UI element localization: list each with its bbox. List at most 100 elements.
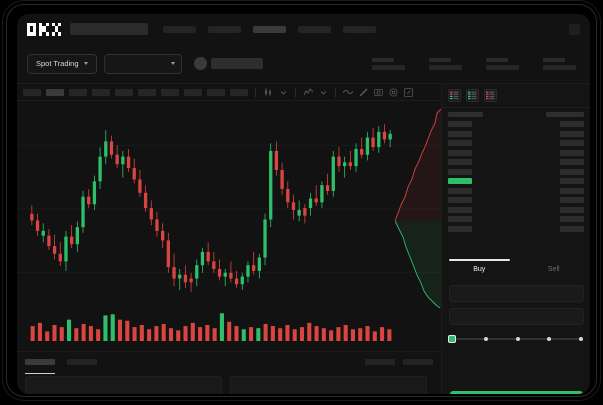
search-input[interactable]	[70, 23, 148, 35]
market-stat-2	[486, 57, 519, 70]
trade-form: Buy Sell	[442, 259, 590, 343]
top-header	[17, 14, 590, 44]
orders-action-1[interactable]	[403, 359, 433, 365]
market-stats	[372, 57, 580, 70]
slider-stop-50[interactable]	[515, 337, 520, 341]
fullscreen-icon[interactable]	[403, 87, 413, 97]
order-book-amount	[560, 168, 584, 175]
chart-toolbar	[17, 84, 441, 101]
nav-item-1[interactable]	[208, 25, 241, 33]
tab-buy[interactable]: Buy	[473, 266, 486, 273]
market-subheader: Spot Trading	[17, 44, 590, 84]
order-book-amount	[560, 159, 584, 165]
order-book-price	[448, 178, 472, 184]
order-book-amount	[560, 130, 584, 137]
pair-select-dropdown[interactable]	[103, 53, 182, 74]
order-book-row[interactable]	[448, 206, 584, 213]
timeframe-button-8[interactable]	[207, 88, 225, 96]
column-header-amount	[546, 112, 584, 117]
order-book-row[interactable]	[448, 168, 584, 175]
chevron-down-icon	[83, 62, 88, 65]
notification-icon[interactable]	[569, 23, 580, 35]
trade-side-tabs: Buy Sell	[442, 259, 590, 279]
amount-percentage-slider[interactable]	[442, 325, 590, 343]
line-tool-icon[interactable]	[343, 88, 353, 97]
nav-item-0[interactable]	[163, 25, 196, 33]
column-header-price	[448, 112, 483, 117]
submit-buy-button[interactable]	[450, 391, 583, 394]
timeframe-button-6[interactable]	[161, 88, 179, 96]
stat-value	[486, 64, 519, 70]
orderbook-mode-buy[interactable]	[466, 89, 479, 102]
toolbar-divider	[295, 87, 296, 97]
orders-panel	[17, 351, 441, 394]
slider-stops	[448, 335, 583, 343]
price-chart[interactable]	[17, 101, 441, 351]
order-book-amount	[560, 197, 584, 203]
order-book-row[interactable]	[448, 130, 584, 137]
order-book-row[interactable]	[448, 187, 584, 194]
orderbook-mode-sell[interactable]	[484, 89, 497, 102]
active-side-indicator	[449, 259, 510, 261]
timeframe-button-9[interactable]	[230, 88, 248, 96]
timeframe-button-0[interactable]	[23, 88, 41, 96]
amount-input[interactable]	[449, 308, 584, 325]
stat-label	[372, 57, 394, 62]
slider-stop-100[interactable]	[579, 337, 583, 341]
order-book-row[interactable]	[448, 121, 584, 127]
brush-icon[interactable]	[358, 87, 368, 97]
order-book-price	[448, 130, 472, 137]
indicator-icon[interactable]	[303, 88, 313, 97]
order-book-price	[448, 168, 472, 175]
timeframe-button-5[interactable]	[138, 88, 156, 96]
nav-item-3[interactable]	[298, 25, 331, 33]
order-book-price	[448, 216, 472, 222]
orderbook-mode-both[interactable]	[448, 89, 461, 102]
settings-icon[interactable]	[388, 88, 398, 97]
orders-content-box-1[interactable]	[230, 376, 427, 394]
timeframe-button-3[interactable]	[92, 88, 110, 96]
candlestick-type-icon[interactable]	[263, 88, 273, 97]
candlestick-svg	[17, 124, 441, 341]
tab-order-history[interactable]	[67, 359, 97, 365]
chevron-down-icon[interactable]	[318, 88, 328, 97]
toolbar-divider	[335, 87, 336, 97]
order-book-row[interactable]	[448, 159, 584, 165]
chevron-down-icon	[170, 62, 175, 65]
trading-mode-dropdown[interactable]: Spot Trading	[27, 53, 97, 74]
order-book-row[interactable]	[448, 140, 584, 146]
main-nav	[163, 25, 376, 33]
order-book-row[interactable]	[448, 216, 584, 222]
order-book-amount	[560, 121, 584, 127]
orders-content-box-0[interactable]	[25, 376, 222, 394]
nav-item-4[interactable]	[343, 25, 376, 33]
nav-item-2[interactable]	[253, 25, 286, 33]
camera-icon[interactable]	[373, 88, 383, 97]
order-book-row[interactable]	[448, 225, 584, 232]
market-stat-1	[429, 57, 462, 70]
order-book-row[interactable]	[448, 197, 584, 203]
timeframe-button-7[interactable]	[184, 88, 202, 96]
slider-stop-25[interactable]	[483, 337, 488, 341]
orders-action-0[interactable]	[365, 359, 395, 365]
timeframe-button-4[interactable]	[115, 88, 133, 96]
order-book-amount	[560, 216, 584, 222]
slider-handle[interactable]	[448, 335, 456, 343]
pair-name-label	[210, 58, 263, 69]
depth-svg	[395, 109, 442, 309]
market-stat-3	[543, 57, 576, 70]
okx-logo[interactable]	[27, 22, 61, 36]
order-book-row[interactable]	[448, 149, 584, 156]
tab-open-orders[interactable]	[25, 359, 55, 365]
chevron-down-icon[interactable]	[278, 88, 288, 97]
order-book-amount	[560, 206, 584, 213]
order-book-headers	[448, 112, 584, 117]
timeframe-button-1[interactable]	[46, 88, 64, 96]
timeframe-button-2[interactable]	[69, 88, 87, 96]
coin-icon	[193, 57, 207, 70]
price-input[interactable]	[449, 285, 584, 302]
orders-actions	[365, 359, 433, 365]
tab-sell[interactable]: Sell	[547, 266, 560, 273]
slider-stop-75[interactable]	[547, 337, 552, 341]
order-book-row[interactable]	[448, 178, 584, 184]
